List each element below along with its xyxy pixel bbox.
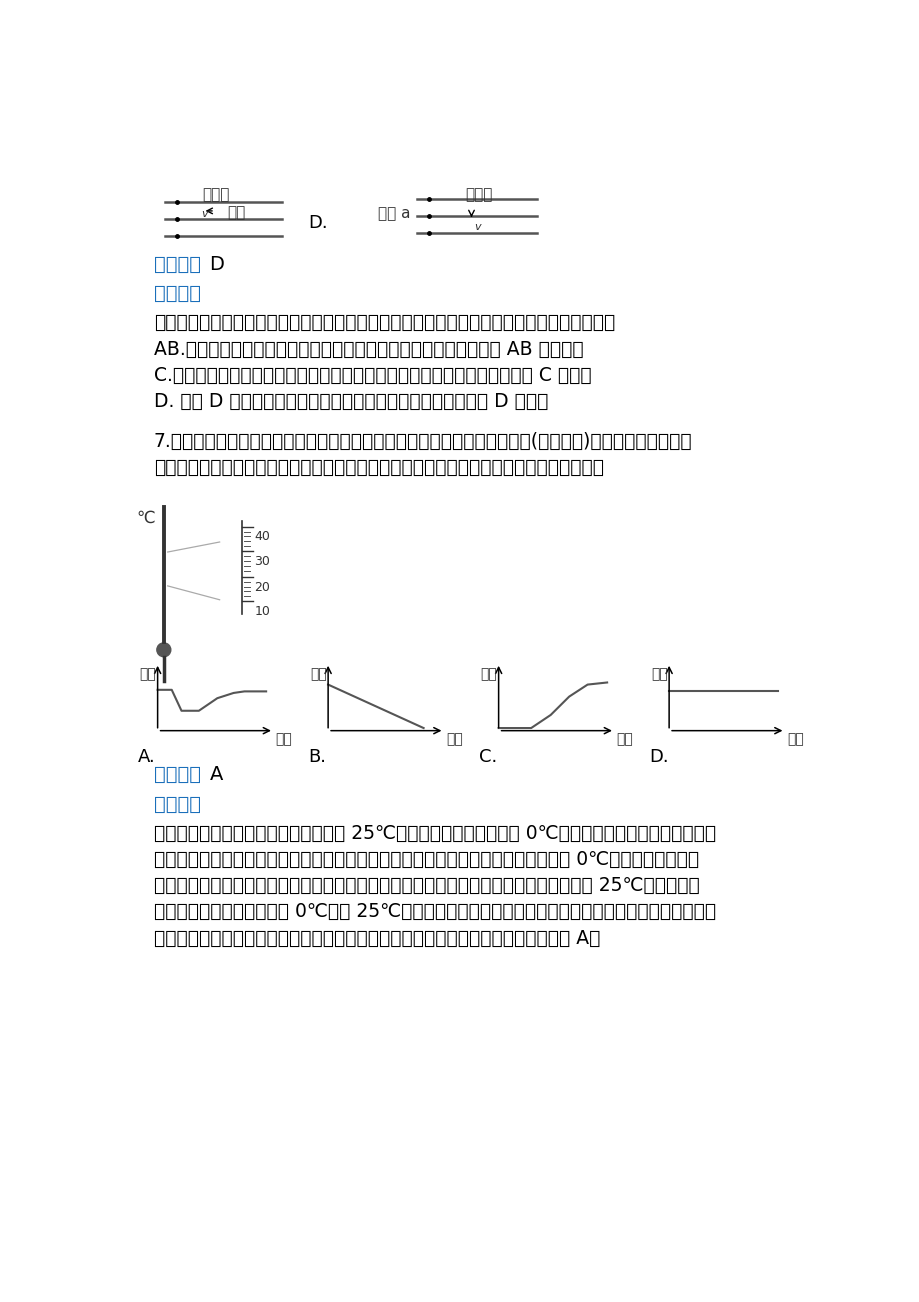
Text: 7.在图温度计所示的恒温环境下进行实验。将温度计放入一杯冰水混合物中(冰是晶体)，从温度计放入开始: 7.在图温度计所示的恒温环境下进行实验。将温度计放入一杯冰水混合物中(冰是晶体)… (153, 432, 692, 450)
Text: 时，温度计的示数先下降，则温度计内的液体的体积先减小，然后温度计的示数保持 0℃不变，则即温度计: 时，温度计的示数先下降，则温度计内的液体的体积先减小，然后温度计的示数保持 0℃… (153, 850, 698, 868)
Text: 时间: 时间 (616, 732, 632, 746)
Text: C.导体运动方向与磁场方向平行，没有切割磁感线，不能产生感应电流，故 C 错误；: C.导体运动方向与磁场方向平行，没有切割磁感线，不能产生感应电流，故 C 错误； (153, 366, 591, 384)
Text: 时间: 时间 (446, 732, 462, 746)
Text: v: v (473, 221, 480, 232)
Text: D. 只有 D 选项中的导体在切割磁感线，可以产生感应电流，故 D 正确。: D. 只有 D 选项中的导体在切割磁感线，可以产生感应电流，故 D 正确。 (153, 392, 548, 411)
Text: 【答案】: 【答案】 (153, 766, 200, 784)
Text: 30: 30 (255, 555, 270, 568)
Text: v: v (200, 208, 207, 219)
Text: ℃: ℃ (137, 509, 155, 527)
Text: A.: A. (138, 747, 156, 766)
Text: 磁感线: 磁感线 (465, 187, 493, 202)
Text: 体积: 体积 (650, 668, 667, 681)
Text: 对应温度计的示数变化是由 0℃变成 25℃，最后不变，即温度计内液体的体积先变大后不变，可见，从计: 对应温度计的示数变化是由 0℃变成 25℃，最后不变，即温度计内液体的体积先变大… (153, 902, 715, 922)
Text: 【详解】产生感应电流的条件有二：一是闭合电路的部分导体，二是导体做切割磁感线运动，: 【详解】产生感应电流的条件有二：一是闭合电路的部分导体，二是导体做切割磁感线运动… (153, 314, 614, 332)
Text: 磁感线: 磁感线 (202, 187, 229, 202)
Text: 导线: 导线 (227, 204, 245, 220)
Text: 40: 40 (255, 530, 270, 543)
Text: 时开始，温度计内液体的体积的变化情况是：先变小后不变，再变大后不变。故应选 A。: 时开始，温度计内液体的体积的变化情况是：先变小后不变，再变大后不变。故应选 A。 (153, 928, 599, 948)
Text: 【解析】: 【解析】 (153, 284, 200, 303)
Text: 20: 20 (255, 581, 270, 594)
Text: AB.导体与磁场方向平行，不能切割磁感线，不会产生感应电流，故 AB 错误；；: AB.导体与磁场方向平行，不能切割磁感线，不会产生感应电流，故 AB 错误；； (153, 340, 583, 358)
Text: 时间: 时间 (786, 732, 803, 746)
Text: A: A (210, 766, 222, 784)
Text: 【答案】: 【答案】 (153, 255, 200, 273)
Text: 10: 10 (255, 605, 270, 618)
Text: 体积: 体积 (480, 668, 496, 681)
Text: 内液体的体积保持不变，待冰完全熳化后，水的温度又开始上升直至与环境温度相同即为 25℃，这个过程: 内液体的体积保持不变，待冰完全熳化后，水的温度又开始上升直至与环境温度相同即为 … (153, 876, 698, 896)
Text: 体积: 体积 (310, 668, 326, 681)
Text: 时间: 时间 (275, 732, 292, 746)
Text: 【解析】: 【解析】 (153, 794, 200, 814)
Text: 【详解】由图知，当时环境温度始终为 25℃，而冰水混合物的温度为 0℃，当把温度计放入冰水混合物中: 【详解】由图知，当时环境温度始终为 25℃，而冰水混合物的温度为 0℃，当把温度… (153, 824, 715, 842)
Text: 计时，放入时间足够长，下列哪幅示意图可能反映了温度计内液体的体积随时间变化的情况: 计时，放入时间足够长，下列哪幅示意图可能反映了温度计内液体的体积随时间变化的情况 (153, 458, 603, 477)
Text: B.: B. (309, 747, 326, 766)
Circle shape (156, 643, 171, 656)
Text: 导线 a: 导线 a (378, 206, 411, 221)
Text: D: D (210, 255, 224, 273)
Text: C.: C. (479, 747, 497, 766)
Text: 体积: 体积 (139, 668, 156, 681)
Text: D.: D. (309, 214, 328, 232)
Text: D.: D. (649, 747, 669, 766)
